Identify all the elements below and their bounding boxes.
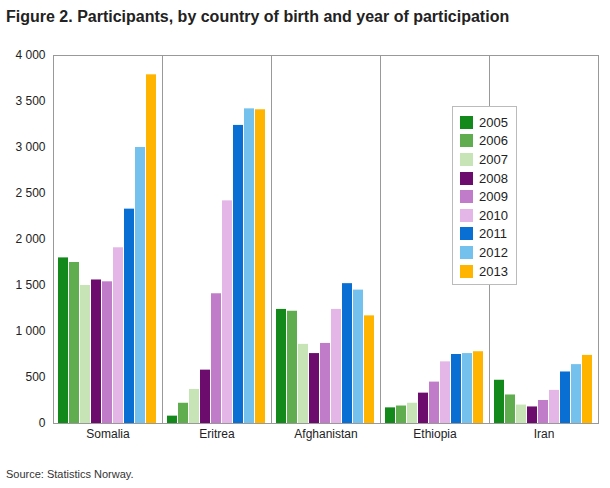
html-text:2011: 2011 (479, 226, 507, 242)
html-text:Figure 2. Participants, by cou: Figure 2. Participants, by country of bi… (6, 8, 510, 25)
svg-text:Eritrea: Eritrea (199, 427, 235, 441)
html-text:2012: 2012 (479, 245, 508, 260)
html-text:2009: 2009 (479, 189, 508, 205)
svg-text:2 000: 2 000 (15, 232, 45, 246)
svg-text:Afghanistan: Afghanistan (294, 427, 357, 441)
svg-text:Ethiopia: Ethiopia (413, 427, 457, 441)
html-text:Source: Statistics Norway.: Source: Statistics Norway. (6, 468, 134, 480)
svg-text:4 000: 4 000 (15, 48, 45, 62)
svg-text:500: 500 (25, 370, 45, 384)
svg-text:3 000: 3 000 (15, 140, 45, 154)
svg-text:Somalia: Somalia (86, 427, 130, 441)
svg-text:1 500: 1 500 (15, 278, 45, 292)
svg-text:3 500: 3 500 (15, 94, 45, 108)
html-text:2013: 2013 (479, 263, 508, 279)
html-text:2006: 2006 (479, 133, 508, 149)
svg-text:Iran: Iran (534, 427, 555, 441)
html-text:2005: 2005 (479, 114, 508, 130)
html-text:2010: 2010 (479, 207, 508, 223)
svg-text:0: 0 (39, 416, 46, 430)
html-text:2007: 2007 (479, 152, 508, 167)
svg-text:1 000: 1 000 (15, 324, 45, 338)
svg-text:2 500: 2 500 (15, 186, 45, 200)
html-text:2008: 2008 (479, 170, 508, 186)
